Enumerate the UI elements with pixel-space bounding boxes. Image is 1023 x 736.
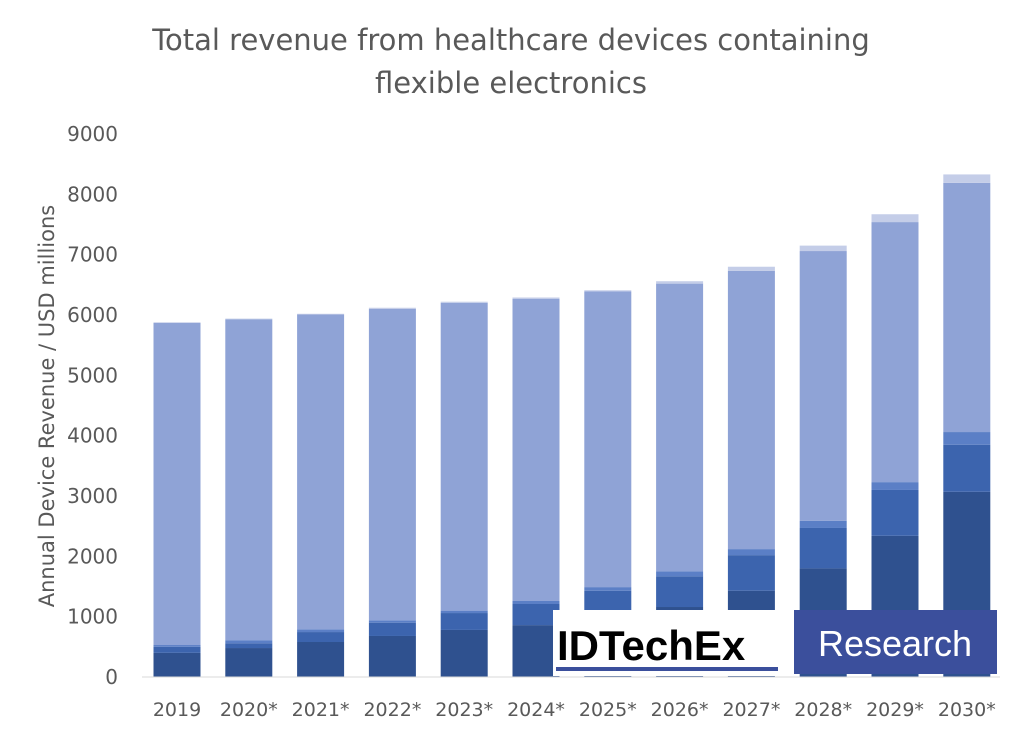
x-tick-label: 2028* xyxy=(794,699,852,721)
idtechex-logo: IDTechEx Research xyxy=(553,610,997,676)
bar-segment-series-5 xyxy=(584,290,632,292)
bar-segment-series-1 xyxy=(297,642,345,677)
bar-stack-2030* xyxy=(943,174,991,677)
x-tick-label: 2027* xyxy=(722,699,780,721)
x-tick-label: 2022* xyxy=(363,699,421,721)
bar-segment-series-2 xyxy=(727,555,775,591)
bar-segment-series-3 xyxy=(440,610,488,614)
x-tick-label: 2021* xyxy=(292,699,350,721)
bar-segment-series-5 xyxy=(727,266,775,271)
bar-segment-series-1 xyxy=(512,625,560,677)
bar-segment-series-4 xyxy=(584,291,632,588)
x-tick-label: 2023* xyxy=(435,699,493,721)
bar-segment-series-2 xyxy=(440,613,488,630)
x-tick-label: 2025* xyxy=(579,699,637,721)
x-tick-label: 2029* xyxy=(866,699,924,721)
bar-segment-series-4 xyxy=(368,308,416,621)
bar-segment-series-4 xyxy=(727,270,775,550)
bar-segment-series-2 xyxy=(153,646,201,653)
bar-segment-series-5 xyxy=(943,174,991,183)
bar-segment-series-3 xyxy=(368,620,416,623)
bar-segment-series-4 xyxy=(297,314,345,630)
chart-title-line-1: Total revenue from healthcare devices co… xyxy=(151,23,870,57)
bar-stack-2024* xyxy=(512,297,560,677)
bar-segment-series-2 xyxy=(512,603,560,626)
bar-segment-series-5 xyxy=(512,297,560,299)
bar-segment-series-1 xyxy=(225,648,273,677)
y-tick-label: 0 xyxy=(105,665,118,689)
y-tick-label: 6000 xyxy=(67,303,118,327)
bar-segment-series-5 xyxy=(225,318,273,320)
bar-segment-series-2 xyxy=(225,643,273,649)
bar-segment-series-3 xyxy=(297,629,345,633)
bar-segment-series-5 xyxy=(799,245,847,252)
x-tick-label: 2019 xyxy=(153,699,201,721)
chart-title-line-2: flexible electronics xyxy=(375,66,647,100)
bar-stack-2019 xyxy=(153,322,201,677)
bar-segment-series-5 xyxy=(297,313,345,315)
bar-stack-2023* xyxy=(440,301,488,677)
bar-segment-series-5 xyxy=(440,301,488,303)
bar-segment-series-5 xyxy=(368,307,416,309)
bar-segment-series-2 xyxy=(799,527,847,569)
bar-segment-series-4 xyxy=(943,182,991,433)
bar-segment-series-4 xyxy=(153,322,201,646)
bar-segment-series-1 xyxy=(368,635,416,677)
bar-segment-series-2 xyxy=(943,444,991,492)
bar-segment-series-4 xyxy=(440,302,488,611)
y-tick-label: 3000 xyxy=(67,484,118,508)
bar-stack-2029* xyxy=(871,214,919,677)
bar-segment-series-5 xyxy=(153,322,201,323)
y-tick-label: 8000 xyxy=(67,182,118,206)
bar-segment-series-4 xyxy=(225,319,273,641)
logo-text-research: Research xyxy=(818,623,972,664)
y-tick-label: 2000 xyxy=(67,544,118,568)
bar-segment-series-5 xyxy=(656,281,704,284)
bar-segment-series-3 xyxy=(153,645,201,647)
x-tick-label: 2030* xyxy=(938,699,996,721)
bar-segment-series-5 xyxy=(871,214,919,223)
y-tick-label: 1000 xyxy=(67,605,118,629)
bar-segment-series-3 xyxy=(584,587,632,591)
bar-stack-2020* xyxy=(225,318,273,677)
x-tick-label: 2026* xyxy=(651,699,709,721)
y-tick-label: 9000 xyxy=(67,122,118,146)
bar-segment-series-4 xyxy=(512,298,560,601)
bar-segment-series-3 xyxy=(943,432,991,445)
bar-segment-series-4 xyxy=(799,251,847,521)
bar-segment-series-2 xyxy=(297,632,345,643)
y-tick-label: 4000 xyxy=(67,424,118,448)
bar-segment-series-2 xyxy=(656,576,704,608)
y-tick-label: 7000 xyxy=(67,243,118,267)
y-tick-label: 5000 xyxy=(67,363,118,387)
bar-segment-series-2 xyxy=(368,622,416,636)
bar-segment-series-3 xyxy=(871,482,919,490)
bar-segment-series-3 xyxy=(727,549,775,556)
bar-segment-series-2 xyxy=(871,489,919,536)
bar-segment-series-3 xyxy=(799,520,847,528)
y-axis-label: Annual Device Revenue / USD millions xyxy=(35,205,59,608)
bar-stack-2022* xyxy=(368,307,416,677)
bar-segment-series-4 xyxy=(871,222,919,483)
bar-segment-series-3 xyxy=(512,600,560,604)
bar-segment-series-1 xyxy=(440,629,488,677)
x-tick-label: 2020* xyxy=(220,699,278,721)
bar-segment-series-3 xyxy=(656,571,704,577)
bar-segment-series-3 xyxy=(225,640,273,644)
bar-segment-series-1 xyxy=(153,652,201,677)
bar-stack-2021* xyxy=(297,313,345,677)
logo-text-idtechex: IDTechEx xyxy=(557,622,746,669)
bar-segment-series-4 xyxy=(656,283,704,572)
x-tick-label: 2024* xyxy=(507,699,565,721)
